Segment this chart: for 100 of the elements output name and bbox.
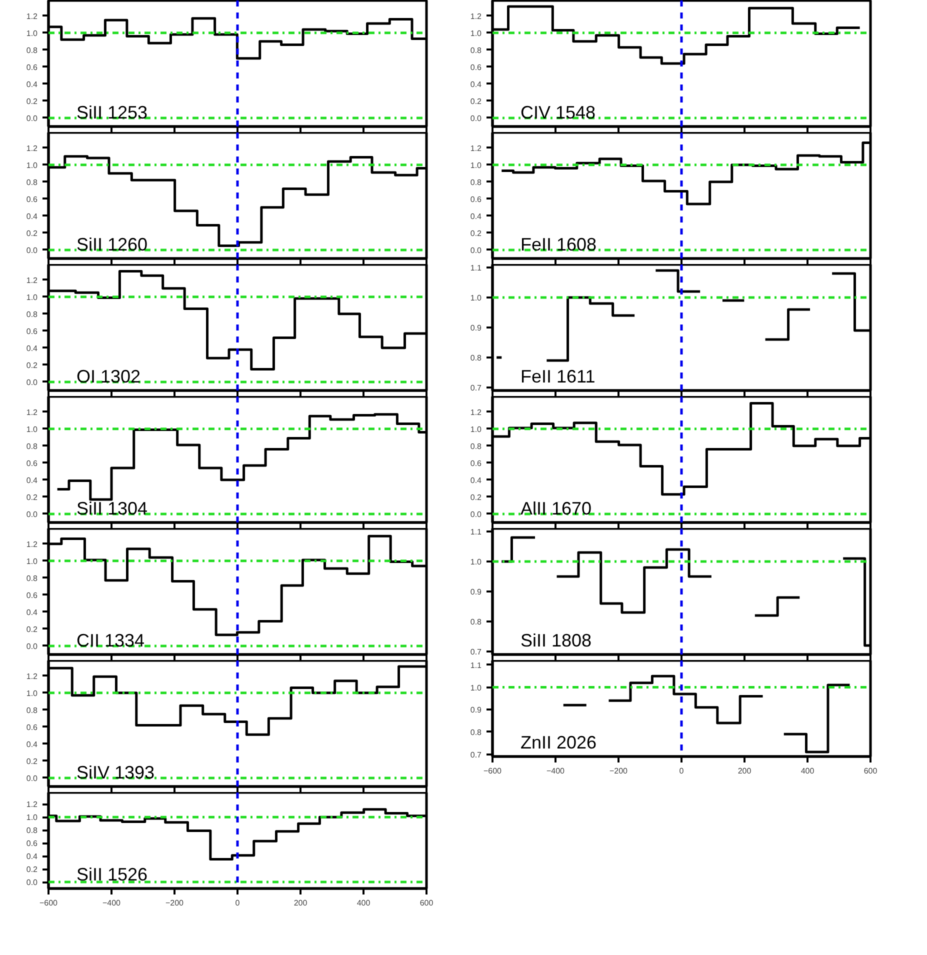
annotation: CII 1334	[76, 630, 145, 650]
y-tick-label: 0.0	[470, 246, 482, 255]
x-tick-label: −400	[546, 766, 566, 776]
y-tick-label: 0.8	[470, 354, 482, 362]
y-tick-label: 1.0	[26, 160, 38, 170]
annotation: SiIV 1393	[76, 762, 155, 782]
y-tick-label: 1.0	[470, 28, 482, 38]
y-tick-label: 0.4	[26, 212, 38, 221]
y-tick-label: 1.0	[26, 28, 38, 38]
y-tick-label: 1.0	[470, 424, 482, 434]
annotation: FeII 1608	[520, 234, 597, 254]
y-tick-label: 0.8	[26, 706, 38, 715]
annotation: CIV 1548	[520, 102, 596, 122]
y-tick-label: 0.7	[470, 750, 482, 760]
x-tick-label: 600	[420, 898, 434, 908]
y-tick-label: 0.8	[26, 310, 38, 319]
y-tick-label: 0.9	[470, 706, 482, 715]
annotation: FeII 1611	[520, 366, 596, 386]
y-tick-label: 1.2	[26, 12, 38, 21]
x-tick-label: 0	[679, 766, 684, 776]
y-tick-label: 0.8	[470, 178, 482, 187]
y-tick-label: 0.4	[470, 80, 482, 89]
y-tick-label: 1.0	[470, 558, 482, 566]
y-tick-label: 1.2	[470, 144, 482, 153]
x-tick-label: 200	[294, 898, 308, 908]
y-tick-label: 0.9	[470, 588, 482, 596]
annotation: SiII 1260	[76, 234, 148, 254]
y-tick-label: 0.6	[26, 458, 38, 468]
y-tick-label: 0.4	[470, 212, 482, 221]
x-tick-label: 600	[864, 766, 878, 776]
y-tick-label: 1.1	[470, 264, 482, 272]
y-tick-label: 0.7	[470, 648, 482, 656]
y-tick-label: 0.9	[470, 324, 482, 332]
y-tick-label: 0.0	[470, 114, 482, 123]
x-tick-label: −400	[102, 898, 122, 908]
y-tick-label: 0.4	[26, 608, 38, 617]
y-tick-label: 1.0	[26, 424, 38, 434]
y-tick-label: 0.2	[470, 96, 482, 106]
y-tick-label: 1.0	[26, 556, 38, 566]
x-tick-label: −200	[165, 898, 184, 908]
y-tick-label: 0.2	[26, 756, 38, 766]
y-tick-label: 0.6	[26, 590, 38, 600]
annotation: AlII 1670	[520, 498, 592, 518]
annotation: ZnII 2026	[520, 732, 597, 752]
y-tick-label: 1.0	[470, 294, 482, 302]
y-tick-label: 0.8	[26, 574, 38, 583]
y-tick-label: 0.2	[26, 865, 38, 874]
y-tick-label: 0.2	[26, 624, 38, 634]
y-tick-label: 1.0	[26, 292, 38, 302]
y-tick-label: 0.8	[470, 728, 482, 737]
y-tick-label: 0.6	[470, 62, 482, 72]
y-tick-label: 0.8	[26, 46, 38, 55]
y-tick-label: 0.6	[26, 722, 38, 732]
y-tick-label: 0.6	[470, 458, 482, 468]
y-tick-label: 0.8	[470, 46, 482, 55]
y-tick-label: 0.2	[470, 492, 482, 502]
y-tick-label: 1.2	[26, 672, 38, 681]
y-tick-label: 0.2	[26, 96, 38, 106]
y-tick-label: 1.0	[470, 683, 482, 692]
y-tick-label: 1.0	[26, 813, 38, 822]
y-tick-label: 0.6	[26, 62, 38, 72]
y-tick-label: 1.2	[26, 408, 38, 417]
y-tick-label: 0.0	[26, 246, 38, 255]
y-tick-label: 0.6	[26, 839, 38, 848]
y-tick-label: 0.0	[470, 510, 482, 519]
y-tick-label: 0.8	[470, 618, 482, 626]
y-tick-label: 0.0	[26, 114, 38, 123]
y-tick-label: 0.0	[26, 510, 38, 519]
y-tick-label: 1.2	[26, 540, 38, 549]
y-tick-label: 1.1	[470, 528, 482, 536]
x-tick-label: 400	[356, 898, 371, 908]
y-tick-label: 0.6	[26, 326, 38, 336]
y-tick-label: 0.8	[26, 442, 38, 451]
y-tick-label: 0.8	[26, 178, 38, 187]
y-tick-label: 0.4	[26, 80, 38, 89]
y-tick-label: 0.4	[26, 740, 38, 749]
annotation: SiII 1304	[76, 498, 148, 518]
y-tick-label: 0.0	[26, 774, 38, 783]
y-tick-label: 0.4	[470, 476, 482, 485]
y-tick-label: 1.2	[26, 276, 38, 285]
y-tick-label: 0.7	[470, 384, 482, 392]
y-tick-label: 0.2	[470, 228, 482, 238]
x-tick-label: −600	[39, 898, 58, 908]
y-tick-label: 0.4	[26, 476, 38, 485]
annotation: OI 1302	[76, 366, 141, 386]
y-tick-label: 0.2	[26, 228, 38, 238]
y-tick-label: 1.1	[470, 660, 482, 670]
y-tick-label: 0.0	[26, 378, 38, 387]
y-tick-label: 0.8	[26, 826, 38, 836]
y-tick-label: 1.2	[26, 144, 38, 153]
annotation: SiII 1808	[520, 630, 592, 650]
x-tick-label: −200	[609, 766, 628, 776]
y-tick-label: 1.2	[470, 12, 482, 21]
y-tick-label: 0.4	[26, 852, 38, 862]
annotation: SiII 1253	[76, 102, 148, 122]
y-tick-label: 0.0	[26, 878, 38, 888]
x-tick-label: −600	[483, 766, 502, 776]
x-tick-label: 200	[738, 766, 752, 776]
x-tick-label: 400	[800, 766, 815, 776]
y-tick-label: 0.6	[26, 194, 38, 204]
